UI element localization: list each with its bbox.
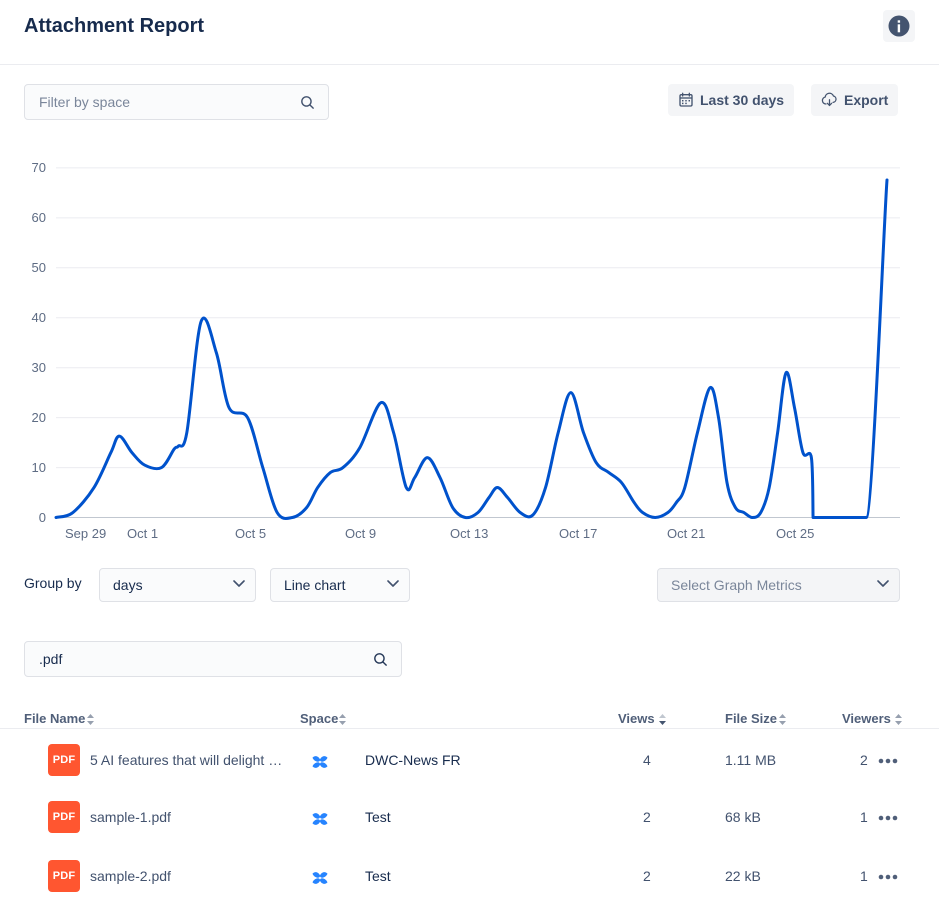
svg-text:Oct 9: Oct 9 — [345, 526, 376, 541]
svg-text:20: 20 — [32, 410, 46, 425]
svg-text:Oct 5: Oct 5 — [235, 526, 266, 541]
svg-text:Oct 21: Oct 21 — [667, 526, 705, 541]
svg-text:50: 50 — [32, 260, 46, 275]
svg-text:Oct 13: Oct 13 — [450, 526, 488, 541]
svg-text:30: 30 — [32, 360, 46, 375]
svg-text:70: 70 — [32, 160, 46, 175]
svg-text:Oct 25: Oct 25 — [776, 526, 814, 541]
svg-text:60: 60 — [32, 210, 46, 225]
svg-text:10: 10 — [32, 460, 46, 475]
svg-text:0: 0 — [39, 510, 46, 525]
svg-text:Oct 1: Oct 1 — [127, 526, 158, 541]
svg-text:40: 40 — [32, 310, 46, 325]
svg-text:Oct 17: Oct 17 — [559, 526, 597, 541]
svg-text:Sep 29: Sep 29 — [65, 526, 106, 541]
